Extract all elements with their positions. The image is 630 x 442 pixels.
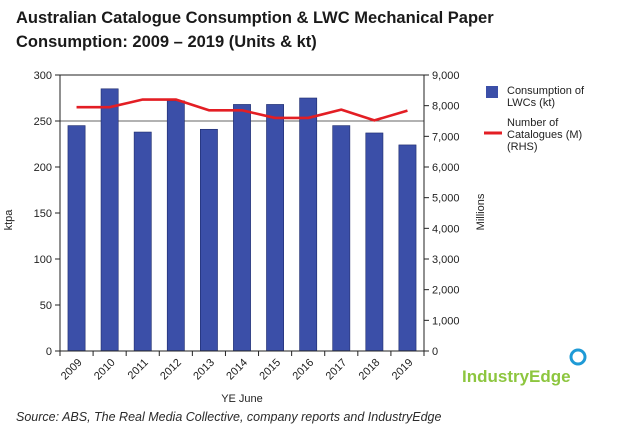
y-tick-label-200: 200 (34, 162, 52, 174)
y2-tick-label-2,000: 2,000 (432, 285, 460, 297)
y2-tick-label-6,000: 6,000 (432, 162, 460, 174)
x-tick-label-2018: 2018 (357, 357, 383, 383)
legend-bar-label-line2: LWCs (kt) (507, 97, 555, 109)
y-tick-label-250: 250 (34, 116, 52, 128)
x-tick-label-2013: 2013 (191, 357, 217, 383)
bar-2015 (266, 104, 284, 352)
catalogues-line (76, 98, 408, 122)
axes-layer (55, 74, 429, 356)
legend-bar-swatch (486, 86, 498, 98)
y-tick-label-0: 0 (46, 346, 52, 358)
y2-tick-label-8,000: 8,000 (432, 101, 460, 113)
legend-bar-label-line1: Consumption of (507, 85, 585, 97)
industryedge-logo: IndustryEdge (462, 348, 587, 386)
x-axis-title: YE June (221, 393, 263, 405)
y2-tick-label-7,000: 7,000 (432, 131, 460, 143)
y2-axis-title: Millions (475, 193, 487, 230)
y2-tick-label-1,000: 1,000 (432, 315, 460, 327)
bar-2009 (67, 125, 86, 352)
y2-tick-label-4,000: 4,000 (432, 223, 460, 235)
bar-2016 (299, 97, 318, 352)
source-note: Source: ABS, The Real Media Collective, … (16, 410, 442, 424)
bar-2012 (166, 100, 185, 352)
logo-ring-icon (569, 348, 587, 366)
x-tick-label-2010: 2010 (92, 357, 118, 383)
bar-2010 (100, 88, 119, 352)
y2-tick-label-5,000: 5,000 (432, 193, 460, 205)
x-tick-label-2016: 2016 (291, 357, 317, 383)
x-tick-label-2009: 2009 (59, 357, 85, 383)
y2-tick-label-9,000: 9,000 (432, 70, 460, 82)
chart-title: Australian Catalogue Consumption & LWC M… (16, 9, 494, 51)
x-tick-label-2019: 2019 (390, 357, 416, 383)
bar-2018 (365, 132, 384, 352)
x-tick-label-2011: 2011 (126, 357, 151, 382)
legend: Consumption of LWCs (kt) Number of Catal… (484, 85, 585, 153)
y-tick-label-100: 100 (34, 254, 52, 266)
line-layer (76, 98, 408, 122)
x-tick-label-2017: 2017 (324, 357, 350, 383)
y-tick-label-50: 50 (40, 300, 52, 312)
logo-text: IndustryEdge (462, 367, 571, 386)
bar-2013 (200, 128, 218, 352)
y2-tick-label-0: 0 (432, 346, 438, 358)
legend-line-label-line3: (RHS) (507, 141, 538, 153)
x-tick-label-2014: 2014 (224, 357, 250, 383)
y-tick-label-150: 150 (34, 208, 52, 220)
y-tick-label-300: 300 (34, 70, 52, 82)
bar-2014 (233, 104, 251, 352)
legend-line-label-line1: Number of (507, 117, 559, 129)
bar-2011 (133, 131, 152, 352)
bar-2017 (332, 125, 351, 352)
x-tick-label-2012: 2012 (158, 357, 184, 383)
bars-layer (67, 88, 417, 352)
bar-2019 (398, 144, 417, 352)
x-tick-label-2015: 2015 (257, 357, 283, 383)
y2-tick-label-3,000: 3,000 (432, 254, 460, 266)
y-axis-title: ktpa (3, 209, 15, 231)
legend-line-label-line2: Catalogues (M) (507, 129, 582, 141)
